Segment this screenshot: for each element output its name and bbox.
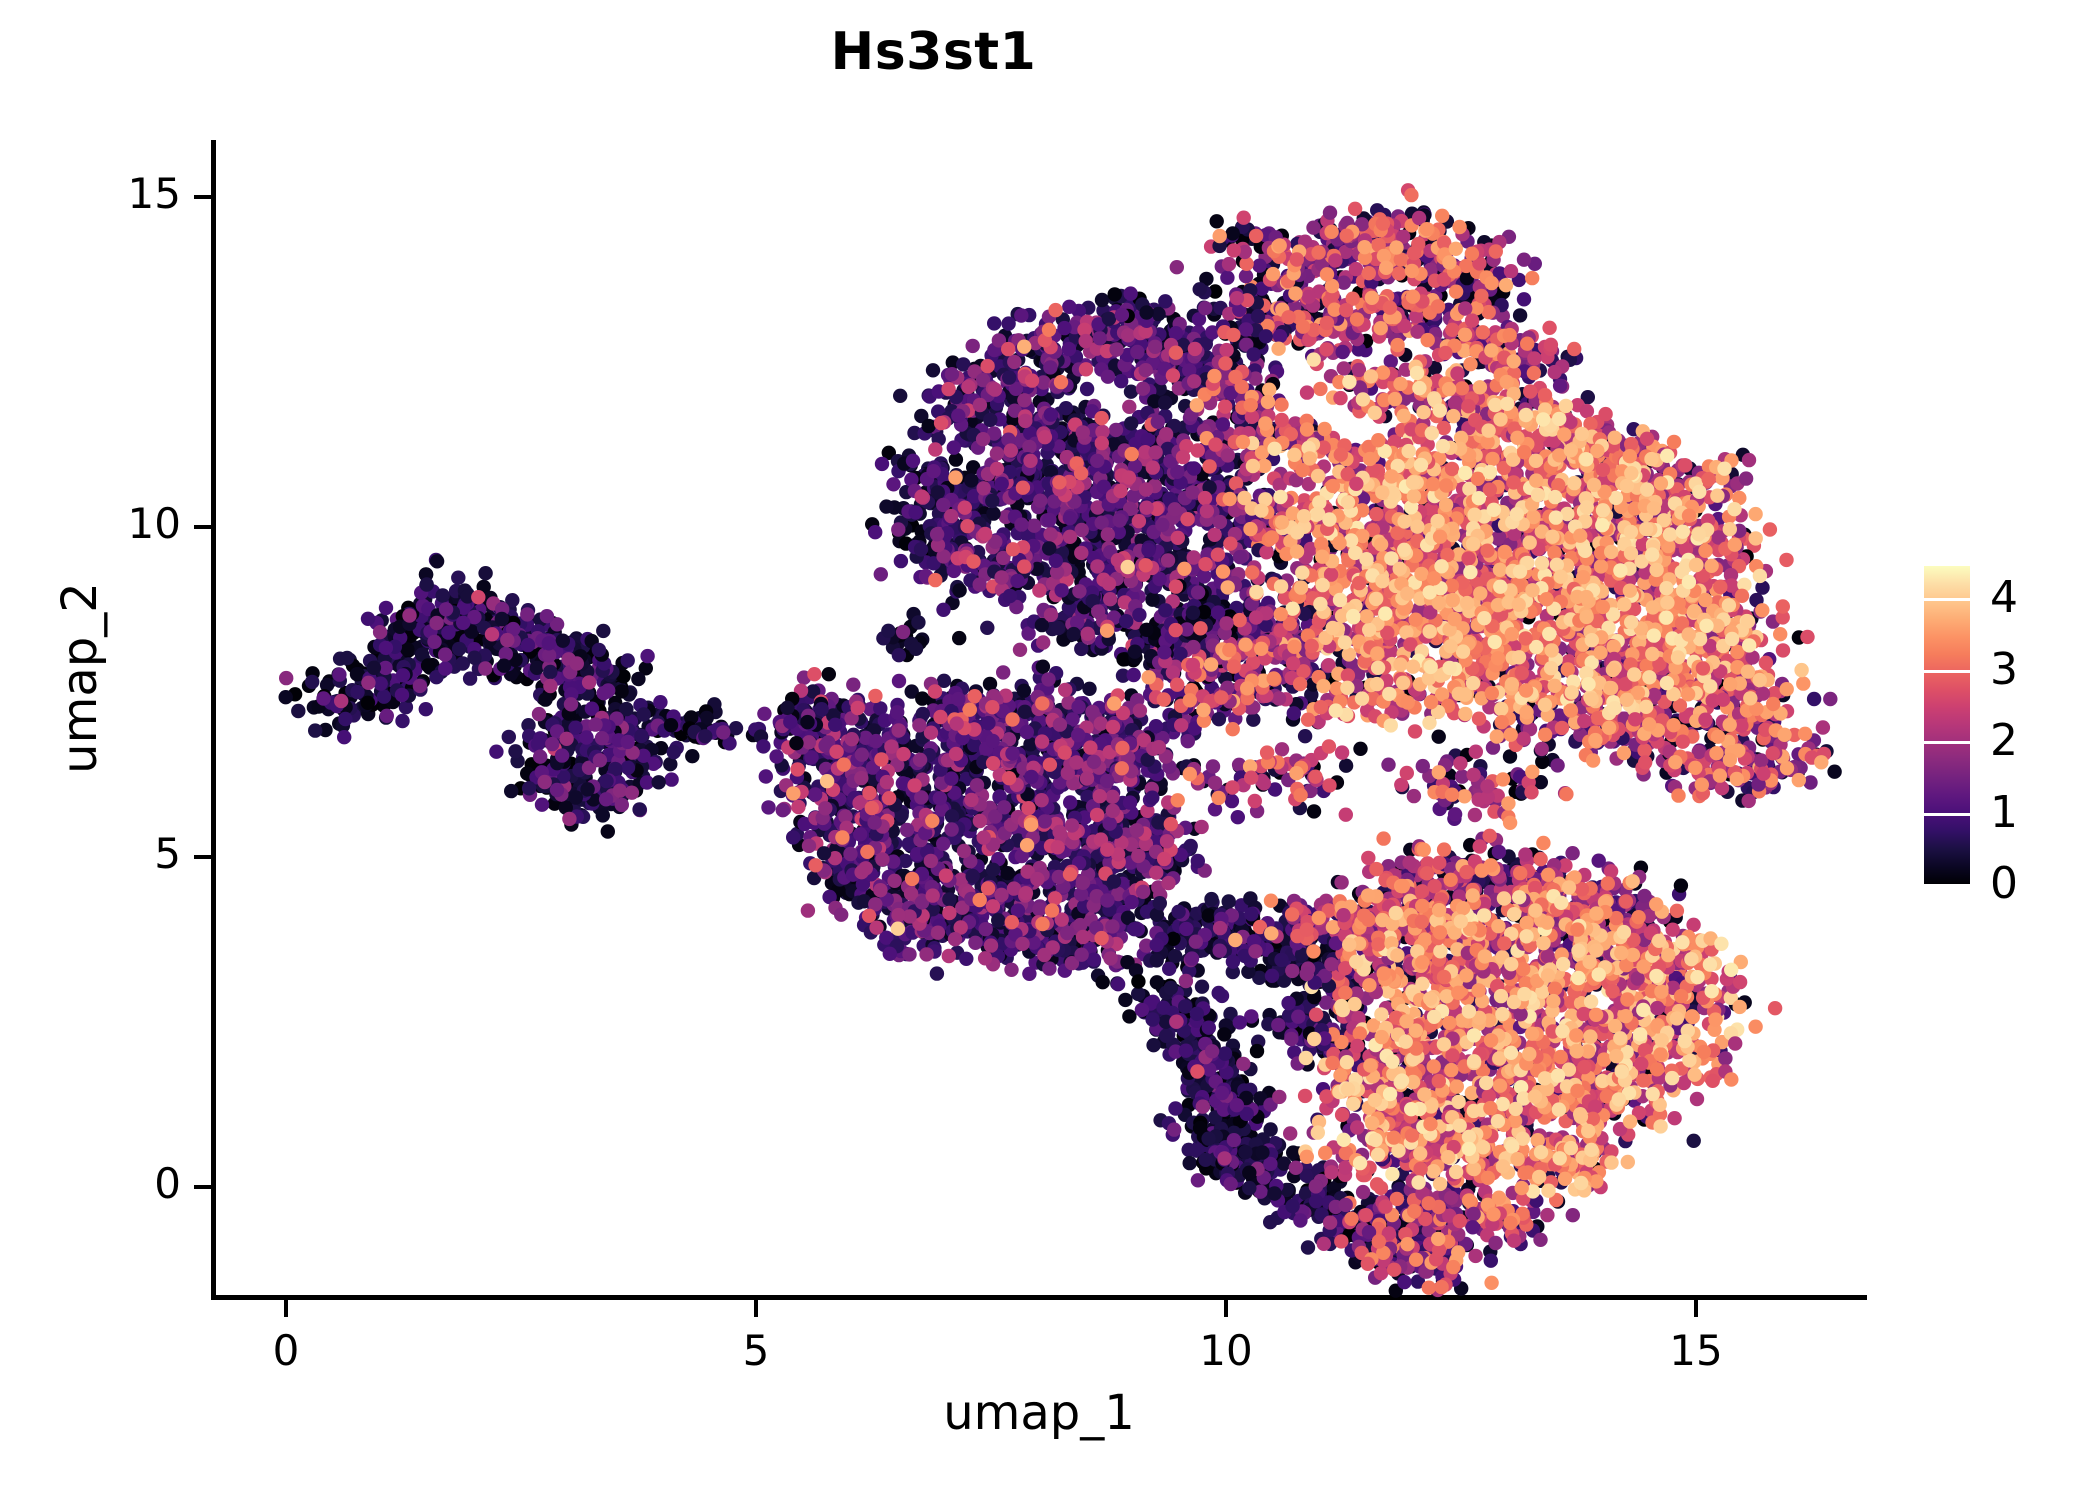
y-tick — [194, 525, 211, 529]
colorbar-tick-label: 1 — [1990, 786, 2018, 838]
colorbar-gradient — [1924, 566, 1970, 884]
colorbar: 0 1 2 3 4 — [1924, 566, 2094, 906]
colorbar-tick-label: 0 — [1990, 858, 2018, 909]
x-axis-spine — [211, 1295, 1867, 1300]
x-tick-label: 15 — [1669, 1326, 1723, 1375]
colorbar-tick — [1924, 741, 1970, 745]
colorbar-tick — [1924, 669, 1970, 673]
colorbar-tick — [1924, 598, 1970, 602]
scatter-points-layer — [211, 140, 1867, 1300]
y-tick — [194, 855, 211, 859]
y-tick-label: 0 — [154, 1159, 181, 1208]
x-tick-label: 5 — [742, 1326, 770, 1375]
x-tick — [754, 1300, 758, 1317]
colorbar-tick — [1924, 884, 1970, 887]
plot-title: Hs3st1 — [830, 22, 1037, 82]
y-axis-label: umap_2 — [52, 582, 108, 774]
y-tick-label: 15 — [127, 169, 181, 218]
colorbar-tick-label: 3 — [1990, 643, 2018, 695]
colorbar-tick-label: 4 — [1990, 572, 2018, 624]
x-tick — [1694, 1300, 1698, 1317]
colorbar-tick — [1924, 812, 1970, 816]
y-tick-label: 10 — [127, 499, 181, 548]
x-tick-label: 10 — [1199, 1326, 1253, 1375]
x-tick — [1224, 1300, 1228, 1317]
y-axis-spine — [211, 140, 216, 1300]
y-tick — [194, 1185, 211, 1189]
y-tick — [194, 195, 211, 199]
colorbar-tick-label: 2 — [1990, 715, 2018, 767]
x-axis-label: umap_1 — [943, 1385, 1135, 1441]
plot-axes: 0 5 10 15 0 5 10 15 — [128, 140, 1867, 1375]
y-tick-label: 5 — [154, 829, 181, 878]
x-tick — [284, 1300, 288, 1317]
x-tick-label: 0 — [272, 1326, 300, 1375]
